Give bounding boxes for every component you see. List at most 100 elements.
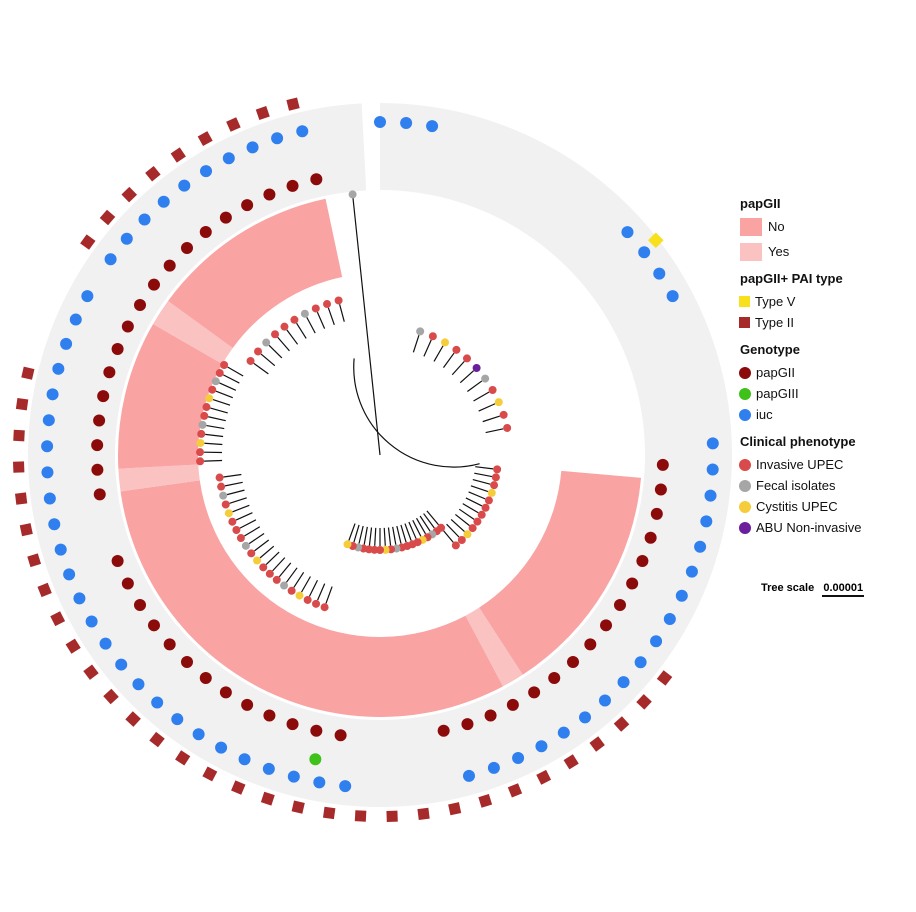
tip-marker-68	[280, 322, 289, 331]
papgii-sector-no-4	[118, 324, 223, 469]
type-ii-mark-0-278	[15, 397, 29, 411]
legend-item-papgii: papGII	[736, 362, 906, 383]
tip-marker-50	[217, 482, 226, 491]
type-ii-mark-1-336	[226, 117, 241, 132]
tip-marker-82	[494, 398, 503, 407]
legend-item-invasive-upec: Invasive UPEC	[736, 454, 906, 475]
branch-57	[210, 407, 228, 414]
papgii-dot-0-152	[506, 698, 519, 711]
papgii-dot-0-157	[484, 709, 497, 722]
legend-label-abu: ABU Non-invasive	[756, 520, 862, 535]
tip-marker-78	[462, 354, 471, 363]
papgii-dot-0-107	[644, 531, 657, 544]
papgii-dot-2-317	[180, 242, 193, 255]
papgii-dot-0-127	[600, 619, 613, 632]
papgii-dot-0-137	[567, 655, 580, 668]
type-ii-mark-0-178	[386, 810, 398, 822]
tip-marker-59	[205, 394, 214, 403]
tip-marker-57	[200, 411, 209, 420]
iuc-dot-4-315	[138, 213, 151, 226]
legend-swatch-papgiii	[739, 387, 751, 400]
branch-45	[235, 512, 253, 521]
legend-swatch-cystitis	[739, 500, 751, 513]
type-ii-mark-0-153	[536, 769, 552, 785]
legend-papgii: papGII No Yes	[736, 196, 906, 262]
type-ii-mark-0-228	[103, 688, 119, 705]
tip-marker-63	[220, 361, 229, 369]
tip-marker-44	[236, 534, 245, 543]
type-ii-mark-1-311	[99, 209, 116, 226]
branch-46	[232, 504, 250, 513]
papgii-dot-1-228	[163, 638, 176, 651]
type-ii-mark-0-183	[354, 810, 367, 822]
papgii-dot-2-292	[111, 342, 124, 355]
legend-swatch-type-ii	[739, 317, 750, 328]
legend-label-iuc: iuc	[756, 407, 773, 422]
iuc-dot-1-57	[653, 267, 666, 280]
type-ii-mark-0-173	[417, 807, 430, 820]
iuc-dot-3-231	[115, 658, 128, 671]
branch-51	[204, 459, 223, 462]
papgii-dot-2-347	[310, 173, 323, 186]
iuc-dot-3-222	[151, 696, 164, 709]
tip-marker-51	[215, 473, 224, 482]
tip-marker-4	[487, 488, 496, 497]
branch-63	[253, 362, 269, 375]
branch-82	[482, 415, 501, 423]
type-ii-mark-0-253	[27, 553, 42, 568]
tip-marker-7	[477, 510, 486, 519]
tip-marker-70	[300, 309, 309, 318]
legend-label-fecal: Fecal isolates	[756, 478, 836, 493]
papgii-dot-2-322	[199, 225, 212, 238]
type-ii-mark-0-258	[19, 523, 33, 537]
iuc-dot-2-165	[462, 769, 475, 782]
branch-3	[470, 485, 489, 493]
tip-marker-47	[224, 509, 233, 518]
papgii-sector-no-6	[168, 198, 343, 349]
branch-19	[400, 524, 407, 543]
tree-scale: Tree scale 0.00001	[761, 582, 865, 597]
branch-14	[419, 515, 431, 532]
iuc-dot-3-249	[63, 568, 76, 581]
iuc-dot-3-213	[192, 728, 205, 741]
iuc-dot-4-324	[178, 179, 191, 192]
type-ii-mark-0-223	[125, 711, 141, 727]
branch-37	[278, 562, 292, 578]
type-ii-mark-0-188	[322, 806, 336, 820]
iuc-dot-1-48	[621, 226, 634, 239]
type-ii-mark-0-238	[65, 638, 81, 654]
tip-marker-52	[196, 457, 205, 466]
tip-marker-34	[303, 595, 312, 604]
legend-title-phenotype: Clinical phenotype	[740, 434, 856, 449]
branch-48	[226, 489, 245, 496]
iuc-dot-3-267	[41, 466, 54, 479]
type-ii-mark-1-331	[197, 131, 213, 147]
papgii-dot-0-97	[654, 483, 667, 496]
iuc-dot-3-272	[41, 440, 54, 453]
branch-34	[300, 576, 311, 593]
papgii-dot-0-147	[528, 686, 541, 699]
iuc-dot-2-124	[650, 635, 663, 648]
branch-7	[458, 508, 475, 520]
tip-marker-37	[280, 581, 289, 590]
tip-marker-46	[228, 517, 237, 526]
tip-markers	[196, 190, 512, 612]
type-ii-mark-0-138	[613, 716, 630, 732]
annotation-rings	[13, 97, 719, 822]
branch-79	[467, 380, 483, 393]
annotation-band-left	[288, 103, 367, 200]
papgii-dot-0-102	[650, 507, 663, 520]
tip-marker-84	[503, 423, 512, 432]
iuc-dot-3-240	[85, 615, 98, 628]
papgii-dot-1-213	[219, 686, 232, 699]
branch-arc	[353, 358, 480, 468]
iuc-dot-3-285	[52, 362, 65, 375]
branch-67	[286, 329, 299, 345]
papgii-sector-yes-5	[153, 301, 233, 364]
papgii-dot-0-92	[656, 458, 669, 471]
iuc-dot-2-88	[706, 437, 719, 450]
papgii-dot-0-167	[437, 724, 450, 737]
iuc-dot-4-311	[120, 232, 133, 245]
tip-marker-45	[232, 526, 241, 535]
branch-55	[206, 424, 225, 430]
